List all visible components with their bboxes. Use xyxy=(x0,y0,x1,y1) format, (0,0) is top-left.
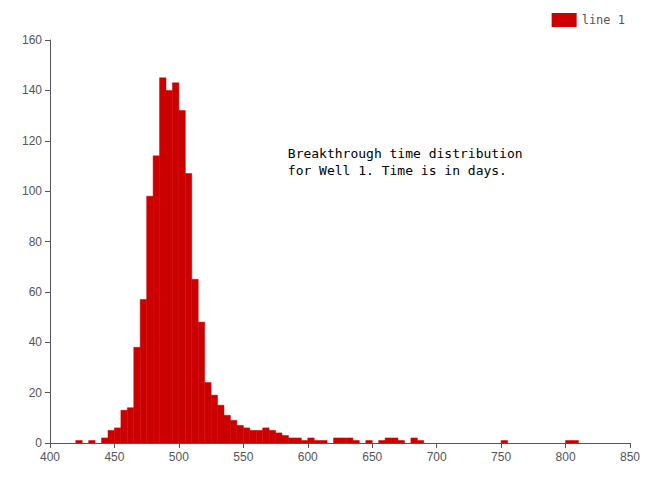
svg-text:20: 20 xyxy=(29,386,43,400)
svg-text:700: 700 xyxy=(427,450,447,464)
svg-text:450: 450 xyxy=(104,450,124,464)
svg-text:80: 80 xyxy=(29,235,43,249)
svg-text:800: 800 xyxy=(556,450,576,464)
svg-text:550: 550 xyxy=(233,450,253,464)
svg-text:400: 400 xyxy=(40,450,60,464)
svg-text:for Well 1. Time is in days.: for Well 1. Time is in days. xyxy=(288,163,507,178)
svg-text:500: 500 xyxy=(169,450,189,464)
svg-text:650: 650 xyxy=(362,450,382,464)
svg-text:160: 160 xyxy=(22,33,42,47)
svg-text:600: 600 xyxy=(298,450,318,464)
svg-text:120: 120 xyxy=(22,134,42,148)
svg-text:100: 100 xyxy=(22,184,42,198)
svg-text:Breakthrough time distribution: Breakthrough time distribution xyxy=(288,146,523,161)
svg-text:0: 0 xyxy=(35,436,42,450)
svg-text:60: 60 xyxy=(29,285,43,299)
svg-text:850: 850 xyxy=(620,450,640,464)
svg-text:750: 750 xyxy=(491,450,511,464)
svg-text:line 1: line 1 xyxy=(582,13,625,27)
svg-text:40: 40 xyxy=(29,335,43,349)
svg-text:140: 140 xyxy=(22,83,42,97)
